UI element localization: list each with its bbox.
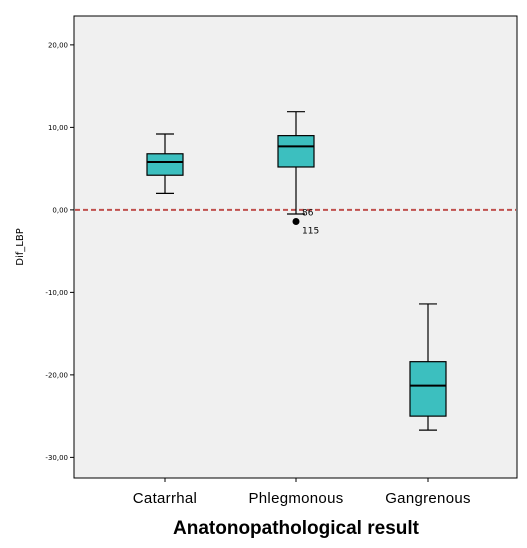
box-catarrhal bbox=[146, 133, 184, 194]
x-axis-title: Anatonopathological result bbox=[173, 518, 420, 539]
box-iqr bbox=[146, 153, 184, 176]
y-tick-label: -30,00 bbox=[45, 454, 68, 462]
category-labels: Catarrhal Phlegmonous Gangrenous bbox=[133, 478, 471, 507]
y-tick-label: 10,00 bbox=[48, 124, 68, 132]
category-label: Gangrenous bbox=[385, 490, 471, 507]
box-iqr bbox=[409, 361, 447, 417]
y-tick-label: 0,00 bbox=[52, 206, 68, 214]
outlier-point bbox=[292, 217, 300, 225]
box-phlegmonous bbox=[277, 111, 315, 215]
category-label: Phlegmonous bbox=[248, 490, 343, 507]
y-axis-title: Dif_LBP bbox=[15, 228, 26, 265]
y-tick-label: -20,00 bbox=[45, 371, 68, 379]
plot-area bbox=[73, 15, 518, 479]
y-axis: 20,00 10,00 0,00 -10,00 -20,00 -30,00 bbox=[45, 41, 74, 462]
y-tick-label: 20,00 bbox=[48, 41, 68, 49]
box-gangrenous bbox=[409, 303, 447, 431]
box-iqr bbox=[277, 135, 315, 168]
outlier-label: 115 bbox=[302, 226, 319, 236]
outlier-label: 86 bbox=[302, 208, 314, 218]
category-label: Catarrhal bbox=[133, 490, 197, 507]
boxes-group: 86 115 bbox=[146, 111, 447, 431]
y-tick-label: -10,00 bbox=[45, 289, 68, 297]
